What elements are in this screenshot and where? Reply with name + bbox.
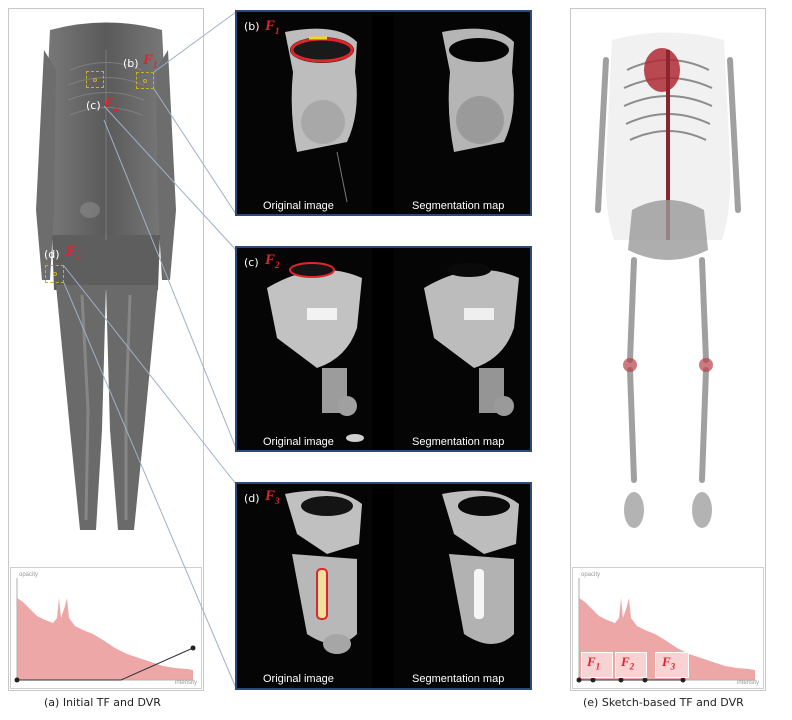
f3-label-left: F3 — [66, 243, 81, 261]
tag-b: (b) — [123, 57, 139, 70]
f1-label-left: F1 — [143, 52, 158, 70]
segmentation-label-b: Segmentation map — [412, 200, 505, 212]
tf-box-f3[interactable] — [655, 652, 689, 678]
f2-label-left: F2 — [104, 95, 119, 113]
segmentation-slice-d[interactable] — [394, 484, 530, 688]
tf-f3-label: F3 — [662, 654, 676, 672]
sketch-tf-editor[interactable]: F1 F2 F3 opacity intensity — [572, 567, 764, 689]
segmentation-slice-b[interactable] — [394, 12, 530, 214]
initial-tf-histogram — [14, 578, 196, 683]
tf-box-f1[interactable] — [581, 652, 613, 678]
slice-tag-d: (d) — [244, 492, 260, 505]
tf-y-axis-label-right: opacity — [581, 572, 601, 578]
original-slice-c[interactable] — [237, 248, 372, 450]
tf-f2-label: F2 — [621, 654, 635, 672]
skeleton-rendering — [595, 32, 741, 528]
roi-b2[interactable] — [136, 72, 154, 89]
original-slice-b[interactable] — [237, 12, 372, 214]
roi-d[interactable] — [45, 265, 64, 283]
tf-x-axis-label-right: intensity — [737, 680, 760, 686]
original-label-d: Original image — [263, 673, 334, 685]
segmentation-label-d: Segmentation map — [412, 673, 505, 685]
grey-body-rendering — [36, 22, 176, 530]
original-label-c: Original image — [263, 436, 334, 448]
original-label-b: Original image — [263, 200, 334, 212]
tf-x-axis-label: intensity — [175, 680, 198, 686]
roi-b[interactable] — [86, 71, 104, 88]
initial-dvr-view — [10, 10, 202, 565]
tag-c: (c) — [86, 99, 101, 112]
caption-e: (e) Sketch-based TF and DVR — [583, 696, 744, 709]
f3-label-slice: F3 — [265, 488, 280, 506]
tf-y-axis-label: opacity — [19, 572, 39, 578]
slice-tag-c: (c) — [244, 256, 259, 269]
f2-label-slice: F2 — [265, 252, 280, 270]
right-panel — [570, 8, 766, 691]
f1-label-slice: F1 — [265, 18, 280, 36]
tag-d: (d) — [44, 248, 60, 261]
slice-tag-b: (b) — [244, 20, 260, 33]
original-slice-d[interactable] — [237, 484, 372, 688]
caption-a: (a) Initial TF and DVR — [44, 696, 161, 709]
segmentation-label-c: Segmentation map — [412, 436, 505, 448]
sketch-dvr-view — [572, 10, 764, 565]
initial-tf-editor[interactable]: opacity intensity — [10, 567, 202, 689]
tf-f1-label: F1 — [587, 654, 601, 672]
tf-box-f2[interactable] — [615, 652, 647, 678]
segmentation-slice-c[interactable] — [394, 248, 530, 450]
